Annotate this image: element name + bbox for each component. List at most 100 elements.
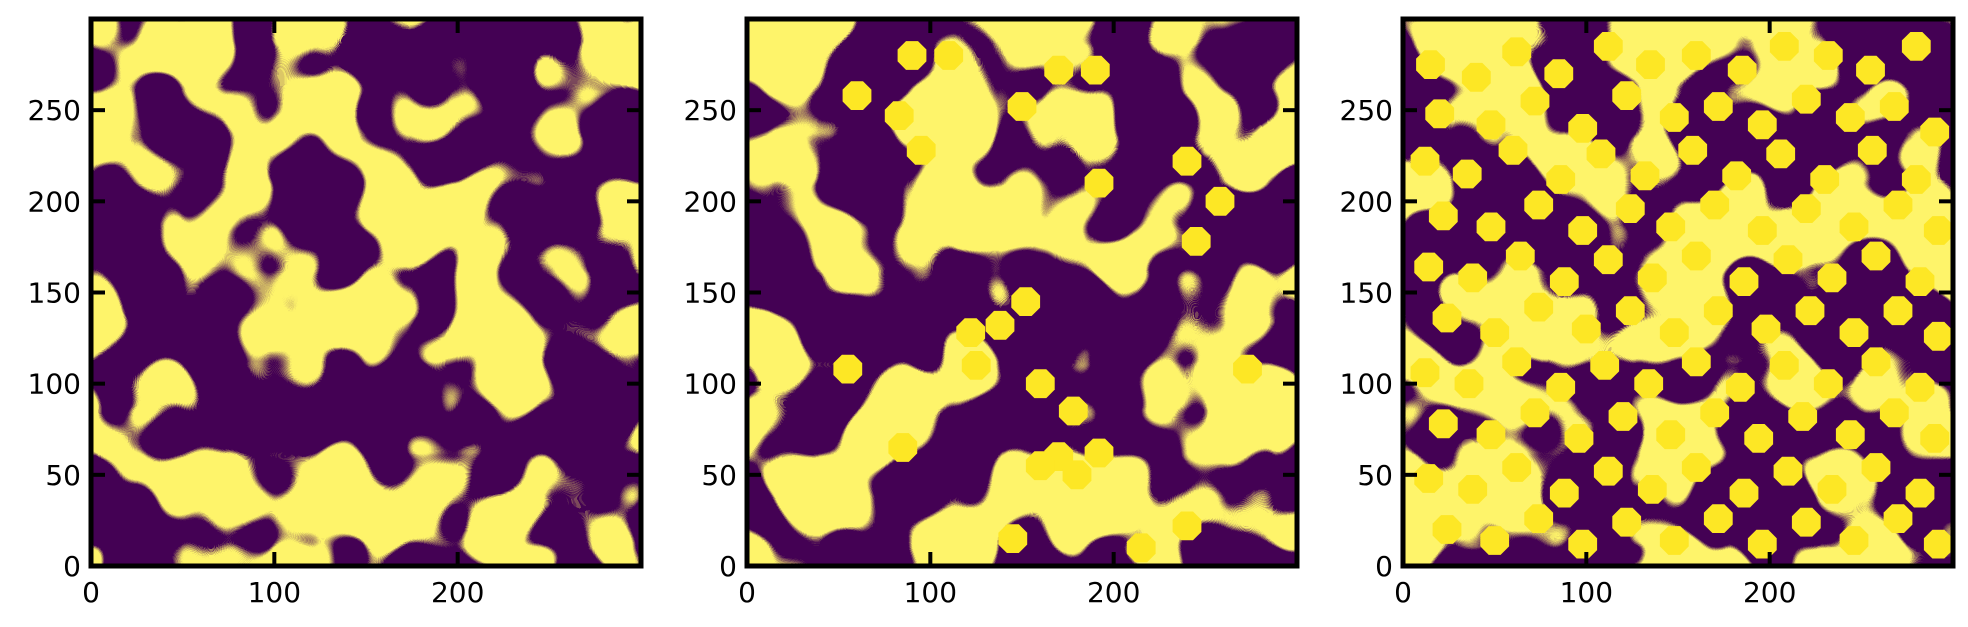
inclusion-mark	[1458, 475, 1488, 504]
inclusion-mark	[1410, 358, 1440, 388]
y-tick-label: 0	[1375, 550, 1393, 583]
inclusion-mark	[1920, 117, 1950, 147]
inclusion-mark	[1593, 456, 1623, 486]
inclusion-mark	[1476, 110, 1506, 140]
inclusion-mark	[1681, 41, 1711, 70]
inclusion-mark	[956, 318, 986, 347]
inclusion-mark	[1773, 245, 1803, 275]
inclusion-mark	[1544, 59, 1574, 89]
inclusion-mark	[1425, 99, 1455, 129]
y-tick-label: 250	[684, 94, 737, 127]
x-tick-label: 0	[1394, 576, 1412, 609]
inclusion-mark	[1615, 296, 1645, 326]
inclusion-mark	[1549, 478, 1579, 508]
inclusion-mark	[1612, 507, 1642, 537]
inclusion-mark	[1084, 438, 1114, 468]
inclusion-mark	[842, 81, 872, 110]
inclusion-mark	[1524, 504, 1554, 533]
inclusion-mark	[1883, 296, 1913, 326]
inclusion-mark	[1920, 424, 1950, 453]
inclusion-mark	[1233, 354, 1262, 384]
inclusion-mark	[985, 310, 1015, 340]
inclusion-mark	[1414, 464, 1444, 493]
inclusion-mark	[1410, 146, 1440, 176]
inclusion-mark	[1905, 267, 1935, 296]
inclusion-mark	[1729, 267, 1759, 296]
inclusion-mark	[1062, 460, 1092, 490]
inclusion-mark	[1813, 41, 1843, 70]
inclusion-mark	[1835, 420, 1865, 450]
x-tick-label: 200	[1087, 576, 1140, 609]
inclusion-mark	[1923, 216, 1953, 245]
y-tick-label: 200	[28, 185, 81, 218]
inclusion-mark	[1025, 451, 1055, 481]
inclusion-mark	[1861, 453, 1891, 482]
inclusions	[1410, 32, 1953, 559]
inclusion-mark	[1879, 92, 1909, 121]
inclusion-mark	[1498, 135, 1528, 165]
inclusion-mark	[1766, 139, 1796, 169]
inclusion-mark	[1700, 190, 1730, 220]
inclusion-mark	[1795, 296, 1825, 326]
inclusion-mark	[1520, 398, 1550, 428]
inclusion-mark	[1520, 86, 1550, 116]
panel-3: 0 100 200 0 50 100 150 200 250	[1340, 16, 1956, 609]
inclusion-mark	[1571, 314, 1601, 344]
inclusion-mark	[1593, 245, 1623, 275]
y-tick-label: 0	[63, 550, 81, 583]
y-tick-label: 100	[28, 368, 81, 401]
inclusion-mark	[1659, 526, 1689, 555]
inclusion-mark	[1700, 398, 1730, 428]
x-tick-label: 100	[904, 576, 957, 609]
inclusion-mark	[1524, 292, 1554, 322]
inclusion-mark	[888, 433, 918, 462]
inclusion-mark	[1856, 55, 1885, 85]
inclusion-mark	[897, 41, 927, 70]
inclusion-mark	[1452, 159, 1482, 189]
inclusion-mark	[1502, 37, 1532, 67]
inclusion-mark	[884, 101, 914, 130]
inclusion-mark	[1656, 212, 1686, 242]
inclusion-mark	[1476, 212, 1506, 242]
inclusion-mark	[1502, 347, 1532, 377]
inclusion-mark	[1524, 190, 1554, 220]
inclusion-mark	[1546, 165, 1576, 194]
inclusion-mark	[1084, 168, 1114, 198]
y-tick-label: 50	[1357, 459, 1393, 492]
inclusion-mark	[1791, 194, 1821, 223]
inclusion-mark	[1788, 402, 1818, 431]
inclusion-mark	[1608, 402, 1638, 431]
y-tick-label: 150	[28, 277, 81, 310]
inclusion-mark	[1747, 529, 1777, 559]
inclusion-mark	[1007, 92, 1037, 121]
y-tick-label: 50	[701, 459, 737, 492]
inclusion-mark	[1813, 369, 1843, 399]
y-tick-label: 150	[684, 277, 737, 310]
inclusion-mark	[1637, 263, 1667, 293]
y-tick-label: 200	[1340, 185, 1393, 218]
inclusion-mark	[1181, 227, 1211, 256]
inclusion-mark	[1729, 478, 1759, 508]
inclusion-mark	[1839, 318, 1869, 347]
inclusion-mark	[1857, 135, 1887, 165]
inclusion-mark	[1769, 32, 1799, 61]
inclusion-mark	[1905, 478, 1935, 508]
y-tick-label: 50	[45, 459, 81, 492]
x-tick-label: 0	[82, 576, 100, 609]
y-tick-label: 100	[684, 368, 737, 401]
inclusion-mark	[1593, 32, 1623, 61]
inclusion-mark	[1505, 241, 1535, 271]
inclusion-mark	[1681, 453, 1711, 482]
inclusion-mark	[1205, 186, 1235, 216]
inclusion-mark	[1703, 92, 1733, 121]
inclusion-mark	[1751, 314, 1781, 344]
inclusion-mark	[1058, 396, 1088, 426]
inclusion-mark	[1432, 515, 1462, 544]
inclusion-mark	[1636, 50, 1665, 79]
inclusion-mark	[1458, 263, 1488, 293]
inclusion-mark	[1564, 424, 1594, 453]
inclusion-mark	[1615, 194, 1645, 223]
inclusion-mark	[1703, 504, 1733, 533]
inclusion-mark	[1568, 529, 1598, 559]
